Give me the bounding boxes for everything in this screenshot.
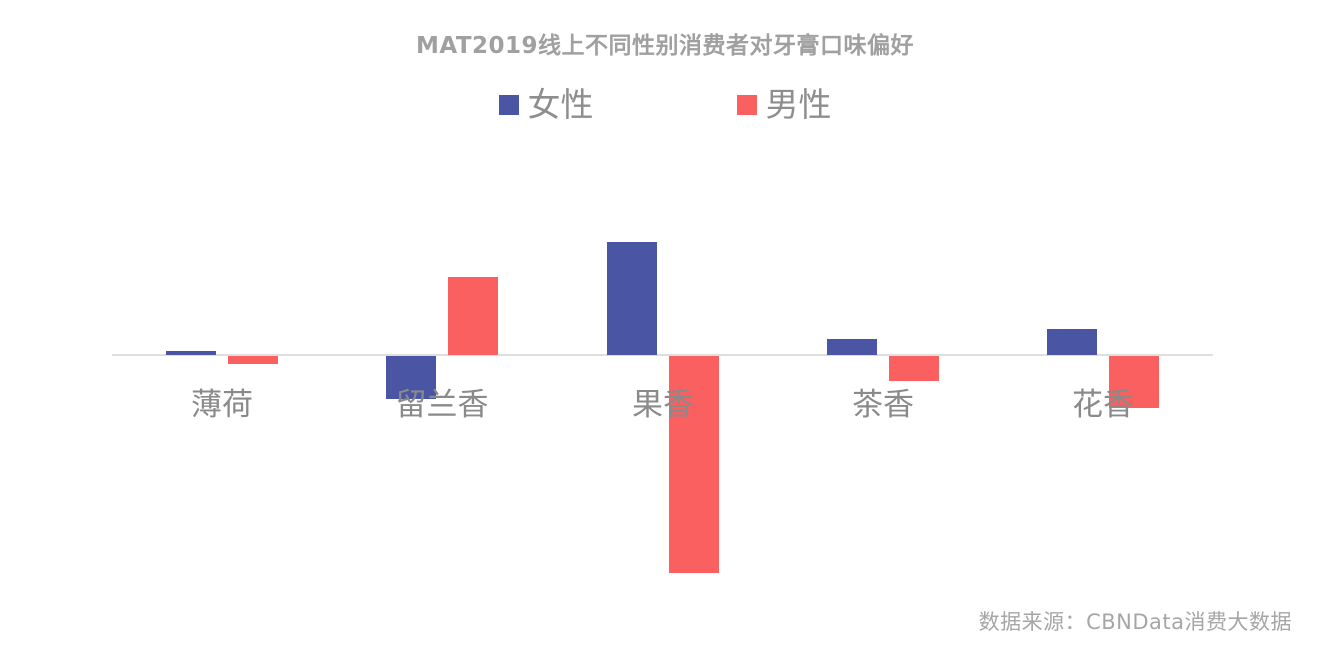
bar-male-留兰香: [448, 277, 498, 355]
bar-male-薄荷: [228, 356, 278, 364]
bar-male-茶香: [889, 356, 939, 381]
bar-female-茶香: [827, 339, 877, 355]
category-label-2: 果香: [632, 387, 694, 423]
legend-label-male: 男性: [765, 85, 832, 124]
data-source-note: 数据来源：CBNData消费大数据: [978, 610, 1292, 634]
category-label-1: 留兰香: [395, 387, 489, 423]
bar-male-果香: [669, 356, 719, 573]
legend: 女性 男性: [0, 88, 1330, 121]
legend-label-female: 女性: [527, 85, 594, 124]
x-axis-line: [112, 354, 1213, 356]
bar-female-果香: [607, 242, 657, 355]
legend-item-female: 女性: [498, 85, 594, 124]
bar-female-花香: [1047, 329, 1097, 355]
bar-female-薄荷: [166, 351, 216, 355]
plot-area: 薄荷 留兰香 果香 茶香 花香: [112, 230, 1213, 595]
category-label-0: 薄荷: [191, 387, 253, 423]
bar-female-留兰香: [386, 356, 436, 399]
chart-title: MAT2019线上不同性别消费者对牙膏口味偏好: [415, 33, 915, 59]
bar-male-花香: [1109, 356, 1159, 408]
legend-item-male: 男性: [736, 85, 832, 124]
category-label-3: 茶香: [852, 387, 914, 423]
category-label-4: 花香: [1072, 387, 1134, 423]
female-swatch-icon: [498, 94, 519, 115]
male-swatch-icon: [736, 94, 757, 115]
